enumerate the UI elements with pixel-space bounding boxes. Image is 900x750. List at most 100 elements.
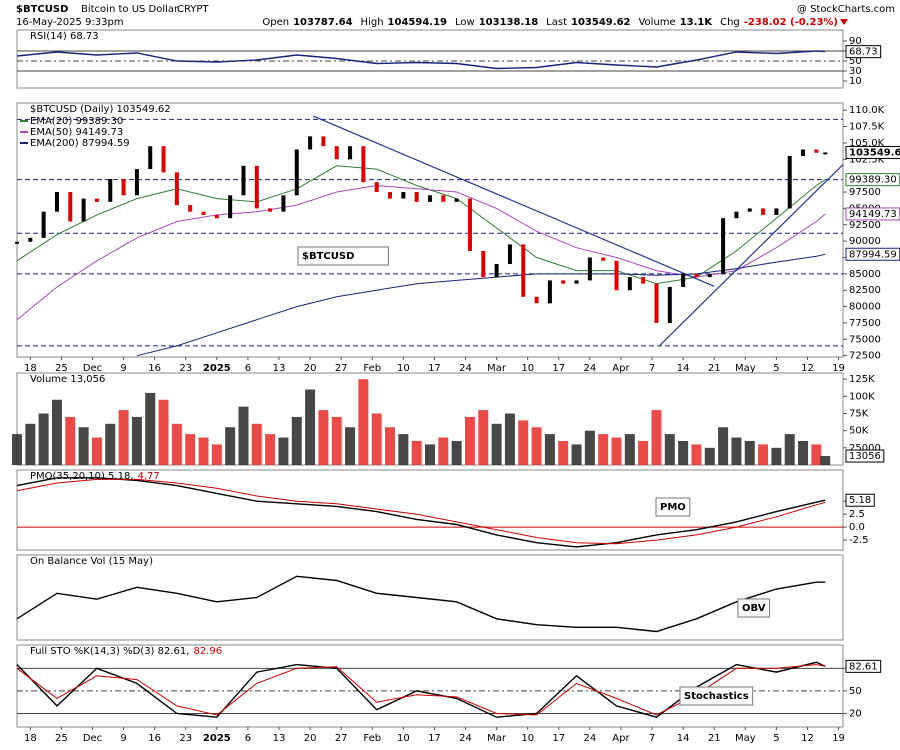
value-box: [845, 449, 885, 463]
price-bar: [188, 205, 193, 212]
volume-bar: [651, 410, 662, 465]
panel-tag: $BTCUSD: [302, 251, 354, 262]
legend-entry: $BTCUSD (Daily) 103549.62: [30, 104, 171, 115]
panel-legend: Full STO %K(14,3) %D(3) 82.61, 82.96: [30, 646, 222, 657]
quote-label: Low: [455, 17, 475, 28]
y-tick-label: 92500: [849, 220, 881, 231]
legend-entry: EMA(20) 99389.30: [30, 116, 123, 127]
x-tick-label: Dec: [83, 733, 102, 744]
y-tick-label: 20: [849, 708, 862, 719]
value-box-label: 103549.62: [849, 147, 900, 158]
panel-legend: PMO(35,20,10) 5.18, 4.77: [30, 471, 160, 482]
price-bar: [614, 260, 619, 291]
volume-bar: [704, 447, 715, 465]
y-tick-label: 107.5K: [849, 122, 885, 133]
y-tick-label: 100K: [849, 391, 875, 402]
volume-bar: [65, 416, 76, 465]
price-bar: [454, 198, 459, 202]
volume-bar: [358, 379, 369, 465]
x-tick-label: 25: [55, 733, 68, 744]
volume-bar: [718, 427, 729, 465]
y-tick-label: 102.5K: [849, 154, 885, 165]
quote: Open 103787.64 High 104594.19 Low 103138.18 La…: [262, 17, 838, 28]
value-box: [845, 659, 882, 673]
quote-label: Last: [546, 17, 567, 28]
price-bar: [587, 257, 592, 281]
price-bar: [228, 195, 233, 219]
quote-value: 103787.64: [293, 17, 353, 28]
volume-bar: [611, 437, 622, 465]
quote-label: Open: [262, 17, 289, 28]
panel-frame: [16, 469, 844, 551]
price-bar: [574, 280, 579, 284]
price-bar: [774, 208, 779, 215]
price-bar: [747, 208, 752, 212]
volume-bar: [811, 444, 822, 465]
volume-bar: [624, 434, 635, 465]
quote-label: High: [361, 17, 384, 28]
y-tick-label: 125K: [849, 374, 875, 385]
x-tick-label: Dec: [83, 363, 102, 374]
price-bar: [321, 136, 326, 147]
x-tick-label: 17: [428, 733, 441, 744]
price-bar: [81, 198, 86, 222]
price-bar: [348, 146, 353, 160]
volume-bar: [278, 437, 289, 465]
volume-bar: [558, 440, 569, 465]
exchange: CRYPT: [177, 4, 209, 15]
legend-entry: 4.77: [138, 471, 160, 482]
date: 16-May-2025 9:33pm: [16, 17, 124, 28]
volume-bar: [771, 447, 782, 465]
x-tick-label: 13: [273, 363, 286, 374]
y-tick-label: 97500: [849, 187, 881, 198]
x-tick-label: 24: [584, 363, 597, 374]
value-box-label: 5.18: [849, 495, 871, 506]
volume-bar: [385, 427, 396, 465]
price-bar: [94, 198, 99, 202]
price-bar: [681, 273, 686, 287]
volume-bar: [571, 444, 582, 465]
price-bar: [521, 244, 526, 297]
value-box-label: 87994.59: [849, 249, 897, 260]
price-bar: [561, 280, 566, 284]
volume-bar: [38, 413, 49, 465]
volume-bar: [678, 440, 689, 465]
x-tick-label: 10: [521, 363, 534, 374]
volume-bar: [425, 444, 435, 465]
volume-bar: [171, 423, 182, 465]
x-tick-label: Apr: [612, 733, 630, 744]
trend-line: [659, 164, 844, 346]
x-tick-label: 12: [801, 363, 814, 374]
price-bar: [761, 208, 766, 215]
volume-bar: [664, 434, 675, 465]
volume-bar: [798, 440, 809, 465]
quote-value: 103138.18: [479, 17, 539, 28]
volume-bar: [105, 423, 116, 465]
price-bar: [374, 182, 379, 193]
y-tick-label: 75000: [849, 334, 881, 345]
value-box: [845, 493, 875, 507]
volume-bar: [91, 437, 102, 465]
value-box-label: 94149.73: [849, 209, 897, 220]
x-tick-label: 24: [459, 363, 472, 374]
volume-bar: [305, 389, 316, 465]
price-bar: [694, 273, 699, 278]
price-bar: [441, 195, 446, 202]
price-bar: [534, 296, 539, 304]
price-bar: [601, 257, 606, 261]
x-tick-label: 2025: [203, 363, 231, 374]
volume-bar: [544, 434, 555, 465]
volume-bar: [12, 434, 22, 465]
x-tick-label: 5: [773, 733, 779, 744]
price-bar: [308, 136, 313, 150]
volume-bar: [398, 434, 409, 465]
volume-bar: [145, 392, 156, 465]
x-tick-label: 7: [649, 363, 655, 374]
price-bar: [547, 280, 552, 304]
volume-bar: [598, 434, 609, 465]
x-tick-label: Apr: [612, 363, 630, 374]
series-line: [16, 661, 826, 718]
change-arrow: [840, 19, 848, 25]
legend-entry: EMA(200) 87994.59: [30, 138, 130, 149]
